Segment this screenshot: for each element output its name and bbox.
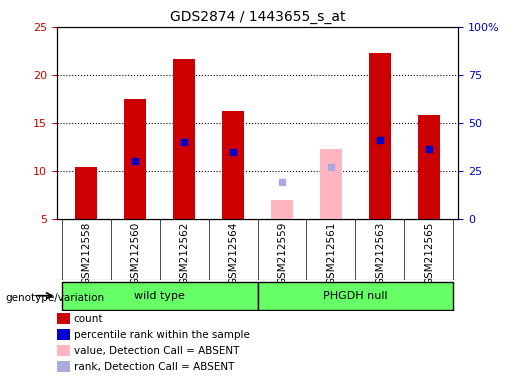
Bar [62,282,258,310]
Text: GSM212564: GSM212564 [228,222,238,285]
Bar [369,53,391,219]
Text: GSM212561: GSM212561 [326,222,336,285]
Bar [258,282,453,310]
Bar [173,58,195,219]
Text: rank, Detection Call = ABSENT: rank, Detection Call = ABSENT [74,362,234,372]
Text: wild type: wild type [134,291,185,301]
Text: GSM212563: GSM212563 [375,222,385,285]
Text: count: count [74,314,103,324]
Text: PHGDH null: PHGDH null [323,291,388,301]
Bar [75,167,97,219]
Text: GSM212565: GSM212565 [424,222,434,285]
Text: percentile rank within the sample: percentile rank within the sample [74,330,250,340]
Text: value, Detection Call = ABSENT: value, Detection Call = ABSENT [74,346,239,356]
Text: GSM212558: GSM212558 [81,222,91,285]
Text: GSM212560: GSM212560 [130,222,140,285]
Bar [418,115,440,219]
Text: genotype/variation: genotype/variation [5,293,104,303]
Text: GSM212559: GSM212559 [277,222,287,285]
Bar [222,111,244,219]
Text: GSM212562: GSM212562 [179,222,189,285]
Title: GDS2874 / 1443655_s_at: GDS2874 / 1443655_s_at [170,10,345,25]
Bar [124,99,146,219]
Bar [320,149,342,219]
Bar [271,200,293,219]
